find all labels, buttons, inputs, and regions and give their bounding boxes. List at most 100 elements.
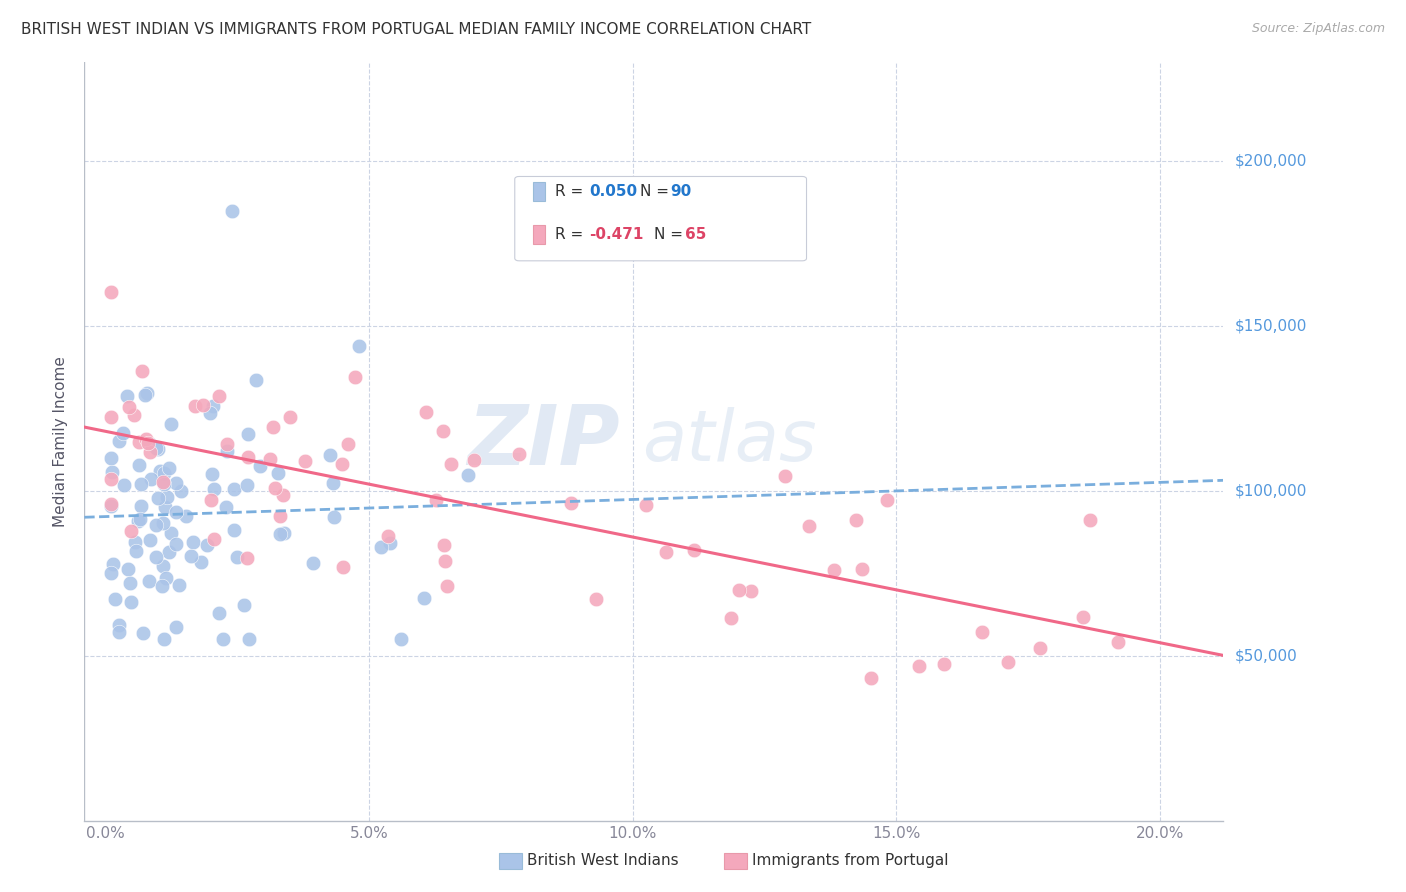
Point [728, 583, 751, 598]
Point [278, 409, 301, 424]
Point [1107, 634, 1129, 648]
Point [131, 364, 153, 378]
Point [908, 659, 931, 673]
Point [100, 566, 122, 580]
Point [101, 557, 124, 571]
Text: $100,000: $100,000 [1234, 483, 1306, 499]
Point [797, 518, 820, 533]
Point [157, 461, 180, 475]
Point [389, 632, 412, 647]
Point [153, 477, 176, 491]
Point [138, 435, 160, 450]
Point [167, 578, 190, 592]
Point [823, 563, 845, 577]
Point [262, 420, 284, 434]
Point [415, 405, 437, 419]
Point [238, 632, 260, 647]
Point [322, 509, 344, 524]
Point [160, 525, 183, 540]
Point [156, 490, 179, 504]
Point [330, 457, 353, 471]
Point [152, 558, 174, 573]
Point [195, 538, 218, 552]
Point [370, 540, 392, 554]
Point [436, 579, 458, 593]
Text: R =: R = [555, 227, 589, 242]
Point [117, 562, 139, 576]
Y-axis label: Median Family Income: Median Family Income [53, 356, 69, 527]
Point [319, 448, 342, 462]
Point [100, 285, 122, 299]
Point [222, 523, 245, 537]
Point [433, 537, 456, 551]
Point [181, 535, 204, 549]
Point [773, 469, 796, 483]
Point [259, 451, 281, 466]
Point [208, 389, 231, 403]
Point [138, 445, 160, 459]
Point [138, 533, 160, 548]
Point [100, 499, 122, 513]
Point [183, 399, 205, 413]
Point [100, 497, 122, 511]
Point [101, 465, 124, 479]
Text: N =: N = [640, 184, 673, 199]
Point [155, 500, 177, 515]
Point [127, 514, 149, 528]
Point [165, 620, 187, 634]
Text: Immigrants from Portugal: Immigrants from Portugal [752, 854, 949, 868]
Text: $150,000: $150,000 [1234, 318, 1306, 334]
Text: R =: R = [555, 184, 589, 199]
Point [115, 389, 138, 403]
Point [112, 478, 135, 492]
Point [273, 526, 295, 541]
Point [876, 492, 898, 507]
Point [634, 498, 657, 512]
Point [322, 475, 344, 490]
Point [174, 509, 197, 524]
Point [138, 574, 160, 588]
Text: BRITISH WEST INDIAN VS IMMIGRANTS FROM PORTUGAL MEDIAN FAMILY INCOME CORRELATION: BRITISH WEST INDIAN VS IMMIGRANTS FROM P… [21, 22, 811, 37]
Point [425, 493, 447, 508]
Point [165, 505, 187, 519]
Point [129, 500, 152, 514]
Point [120, 575, 142, 590]
Point [159, 545, 181, 559]
Point [238, 450, 260, 464]
Text: Source: ZipAtlas.com: Source: ZipAtlas.com [1251, 22, 1385, 36]
Point [107, 625, 129, 640]
Point [139, 473, 162, 487]
Point [845, 513, 868, 527]
Point [432, 424, 454, 438]
Point [149, 464, 172, 478]
Point [222, 483, 245, 497]
Point [200, 406, 222, 420]
Point [165, 475, 187, 490]
Point [269, 527, 291, 541]
Point [124, 534, 146, 549]
Point [245, 373, 267, 387]
Point [207, 607, 229, 621]
Point [120, 594, 142, 608]
Point [128, 434, 150, 449]
Point [249, 458, 271, 473]
Text: 90: 90 [671, 184, 692, 199]
Point [1071, 610, 1094, 624]
Point [655, 544, 678, 558]
Point [337, 437, 360, 451]
Point [152, 466, 174, 480]
Point [135, 432, 157, 446]
Point [720, 610, 742, 624]
Point [108, 618, 131, 632]
Text: N =: N = [654, 227, 688, 242]
Point [1029, 640, 1052, 655]
Point [238, 427, 260, 442]
Point [204, 483, 226, 497]
Point [200, 493, 222, 508]
Point [294, 454, 316, 468]
Point [378, 536, 401, 550]
Point [463, 453, 485, 467]
Point [226, 549, 249, 564]
Point [236, 478, 259, 492]
Point [269, 508, 291, 523]
